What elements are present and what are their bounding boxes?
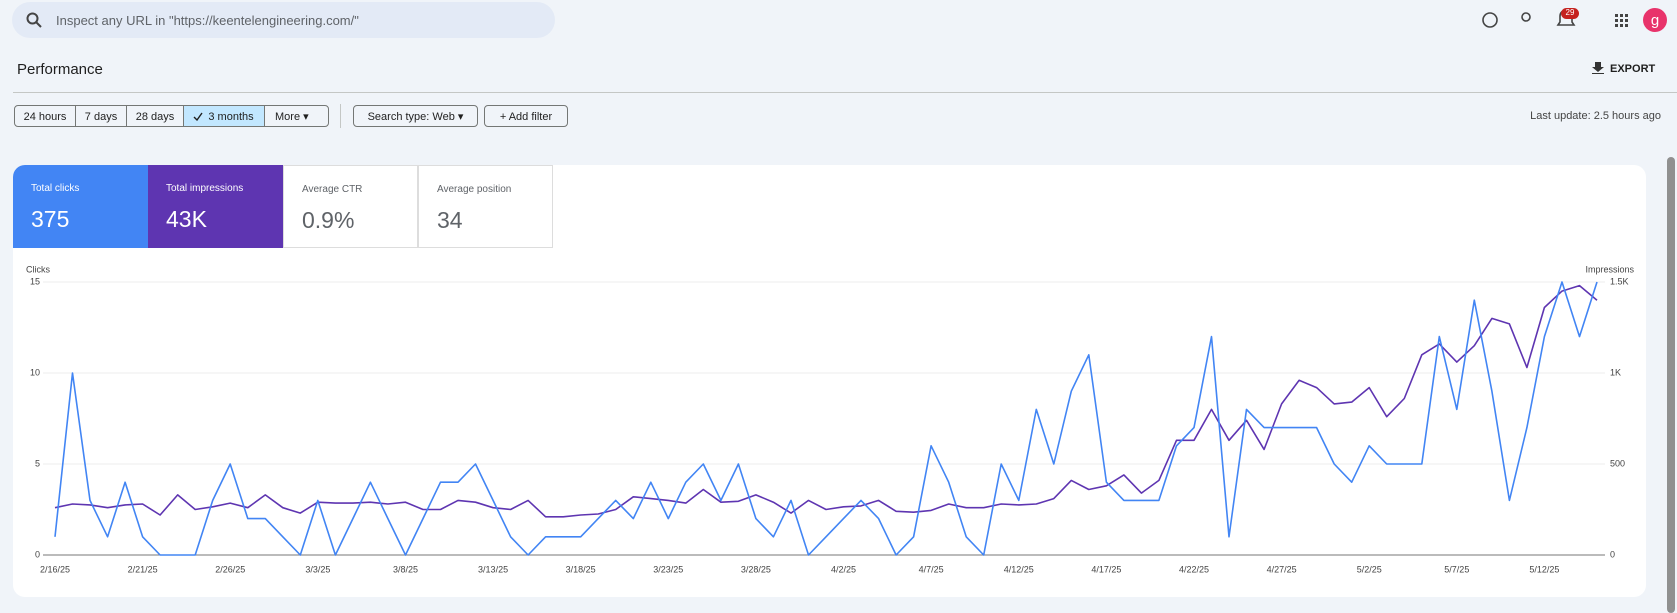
x-tick-label: 5/7/25: [1444, 564, 1469, 574]
x-tick-label: 5/12/25: [1529, 564, 1559, 574]
search-icon: [26, 12, 42, 28]
y-axis-title: Clicks: [26, 264, 50, 274]
add-filter[interactable]: + Add filter: [484, 105, 568, 127]
top-icons: [1482, 8, 1667, 32]
help-icon[interactable]: [1482, 12, 1498, 28]
y-tick-label: 0: [35, 549, 40, 559]
scrollbar[interactable]: [1667, 157, 1675, 613]
x-tick-label: 4/17/25: [1091, 564, 1121, 574]
metric-label: Average CTR: [302, 184, 363, 195]
x-tick-label: 3/8/25: [393, 564, 418, 574]
metric-value: 43K: [166, 206, 207, 232]
series-line: [54, 281, 1598, 556]
x-tick-label: 4/2/25: [831, 564, 856, 574]
metric-label: Average position: [437, 184, 512, 195]
metric-value: 34: [437, 207, 463, 233]
x-tick-label: 2/26/25: [215, 564, 245, 574]
last-update: Last update: 2.5 hours ago: [1530, 110, 1661, 122]
filter-7d[interactable]: 7 days: [75, 105, 127, 127]
metric-label: Total impressions: [166, 183, 244, 194]
divider: [13, 92, 1677, 93]
avatar[interactable]: [1643, 8, 1667, 32]
export-button[interactable]: EXPORT: [1592, 62, 1655, 75]
filter-3m-label: 3 months: [208, 111, 254, 123]
page-title: Performance: [17, 61, 103, 78]
search-placeholder: Inspect any URL in "https://keentelengin…: [56, 13, 359, 28]
x-tick-label: 4/12/25: [1004, 564, 1034, 574]
y-tick-label: 15: [30, 276, 40, 286]
y2-axis-title: Impressions: [1585, 264, 1634, 274]
separator: [340, 104, 341, 128]
export-label: EXPORT: [1610, 63, 1656, 75]
filter-more[interactable]: More ▾: [264, 105, 329, 127]
search-type[interactable]: Search type: Web ▾: [353, 105, 478, 127]
x-tick-label: 3/23/25: [653, 564, 683, 574]
metric-value: 0.9%: [302, 207, 355, 233]
avatar-letter: g: [1650, 12, 1660, 29]
apps-icon[interactable]: [1615, 14, 1628, 27]
metric-label: Total clicks: [31, 183, 80, 194]
add-filter-label: Add filter: [508, 111, 553, 123]
search-type-label: Search type: Web: [367, 111, 455, 123]
badge-count: 29: [1565, 8, 1575, 17]
filter-3m[interactable]: 3 months: [183, 105, 265, 127]
y2-tick-label: 500: [1610, 458, 1625, 468]
metric-clicks[interactable]: Total clicks 375: [13, 165, 148, 248]
x-tick-label: 3/3/25: [305, 564, 330, 574]
y-tick-label: 5: [35, 458, 40, 468]
admin-icon[interactable]: [1521, 12, 1531, 22]
x-tick-label: 5/2/25: [1357, 564, 1382, 574]
x-tick-label: 2/16/25: [40, 564, 70, 574]
x-tick-label: 4/27/25: [1267, 564, 1297, 574]
search-bar[interactable]: Inspect any URL in "https://keentelengin…: [12, 2, 555, 38]
y2-tick-label: 0: [1610, 549, 1615, 559]
metric-position[interactable]: Average position 34: [418, 165, 553, 248]
x-tick-label: 2/21/25: [128, 564, 158, 574]
y-tick-label: 10: [30, 367, 40, 377]
check-icon: [193, 112, 203, 121]
filter-28d[interactable]: 28 days: [126, 105, 184, 127]
filter-more-label: More: [275, 111, 301, 123]
metric-value: 375: [31, 206, 70, 232]
metric-ctr[interactable]: Average CTR 0.9%: [283, 165, 418, 248]
series-line: [54, 284, 1598, 518]
x-tick-label: 3/28/25: [741, 564, 771, 574]
x-tick-label: 3/13/25: [478, 564, 508, 574]
metric-impressions[interactable]: Total impressions 43K: [148, 165, 283, 248]
y2-tick-label: 1.5K: [1610, 276, 1629, 286]
y2-tick-label: 1K: [1610, 367, 1621, 377]
download-icon: [1592, 62, 1604, 74]
x-tick-label: 4/7/25: [919, 564, 944, 574]
x-tick-label: 3/18/25: [566, 564, 596, 574]
x-tick-label: 4/22/25: [1179, 564, 1209, 574]
chart-card: [13, 165, 1646, 597]
badge: [1561, 8, 1579, 19]
